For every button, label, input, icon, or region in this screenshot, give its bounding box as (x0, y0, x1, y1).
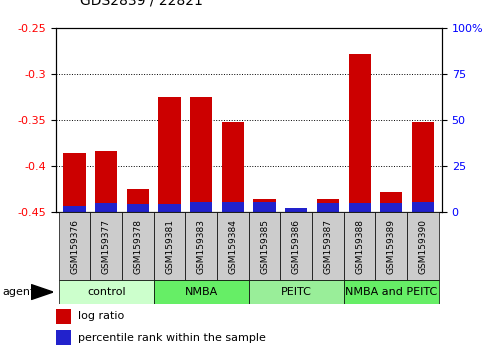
Bar (380, 192, 402, 212)
Bar (412, 122, 434, 212)
Bar (158, 97, 181, 212)
Bar (122, 212, 154, 280)
Bar (63, 206, 85, 212)
Text: GDS2839 / 22821: GDS2839 / 22821 (80, 0, 202, 7)
Text: GSM159385: GSM159385 (260, 219, 269, 274)
Text: GSM159377: GSM159377 (102, 219, 111, 274)
Bar (281, 212, 312, 280)
Text: PEITC: PEITC (281, 287, 312, 297)
Bar (254, 202, 276, 212)
Bar (349, 54, 370, 212)
Bar (95, 151, 117, 212)
Bar (190, 202, 213, 212)
Bar (254, 199, 276, 212)
Text: GSM159383: GSM159383 (197, 219, 206, 274)
Text: GSM159386: GSM159386 (292, 219, 301, 274)
Bar (56, 309, 71, 324)
Bar (56, 330, 71, 345)
Bar (249, 212, 281, 280)
Bar (59, 280, 154, 304)
Bar (317, 203, 339, 212)
Bar (127, 189, 149, 212)
Text: NMBA: NMBA (185, 287, 218, 297)
Bar (407, 212, 439, 280)
Bar (190, 97, 213, 212)
Bar (375, 212, 407, 280)
Bar (222, 202, 244, 212)
Text: log ratio: log ratio (78, 311, 124, 321)
Polygon shape (31, 285, 53, 299)
Bar (90, 212, 122, 280)
Bar (412, 202, 434, 212)
Text: GSM159384: GSM159384 (228, 219, 238, 274)
Bar (154, 212, 185, 280)
Text: GSM159376: GSM159376 (70, 219, 79, 274)
Bar (217, 212, 249, 280)
Text: GSM159381: GSM159381 (165, 219, 174, 274)
Bar (158, 204, 181, 212)
Text: percentile rank within the sample: percentile rank within the sample (78, 332, 266, 343)
Bar (249, 280, 344, 304)
Bar (344, 212, 375, 280)
Bar (59, 212, 90, 280)
Text: GSM159389: GSM159389 (387, 219, 396, 274)
Text: GSM159390: GSM159390 (418, 219, 427, 274)
Text: agent: agent (2, 287, 35, 297)
Bar (312, 212, 344, 280)
Text: GSM159387: GSM159387 (324, 219, 332, 274)
Bar (63, 153, 85, 212)
Bar (154, 280, 249, 304)
Bar (185, 212, 217, 280)
Text: GSM159378: GSM159378 (133, 219, 142, 274)
Bar (349, 203, 370, 212)
Bar (285, 208, 307, 212)
Bar (317, 199, 339, 212)
Text: NMBA and PEITC: NMBA and PEITC (345, 287, 438, 297)
Text: GSM159388: GSM159388 (355, 219, 364, 274)
Bar (95, 203, 117, 212)
Bar (344, 280, 439, 304)
Text: control: control (87, 287, 126, 297)
Bar (222, 122, 244, 212)
Bar (127, 204, 149, 212)
Bar (380, 203, 402, 212)
